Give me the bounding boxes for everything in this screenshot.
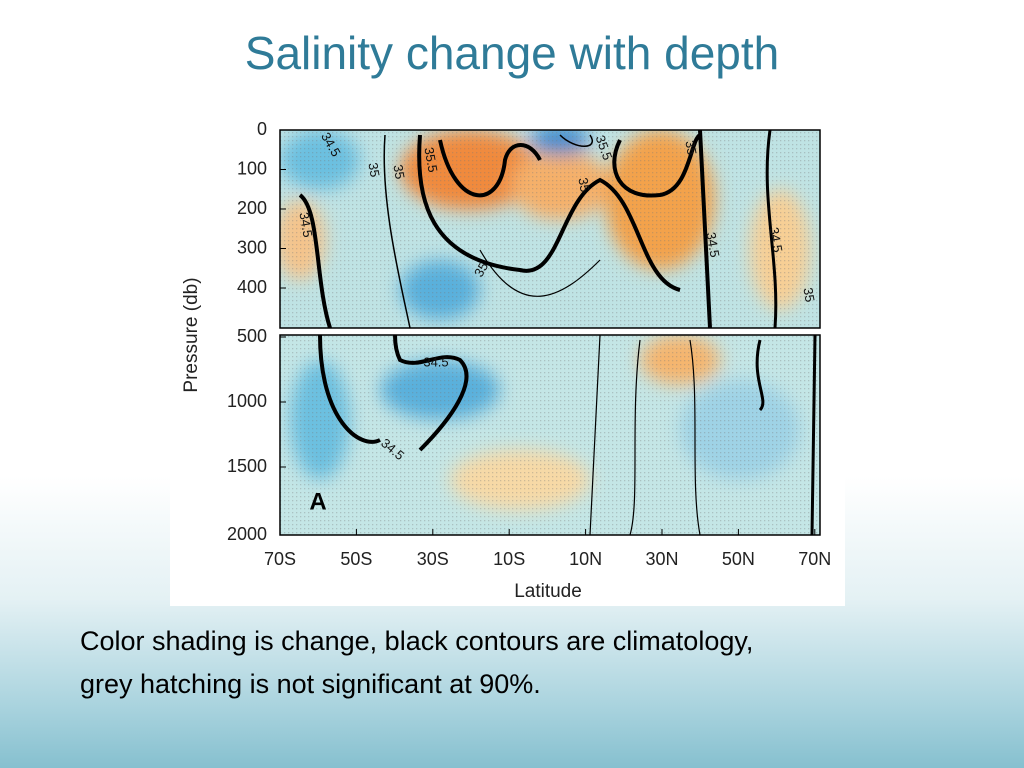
x-tick-label: 70S — [264, 549, 296, 569]
x-tick-label: 50S — [340, 549, 372, 569]
y-tick-label: 300 — [237, 237, 267, 257]
x-tick-label: 70N — [798, 549, 831, 569]
y-tick-label: 500 — [237, 326, 267, 346]
x-tick-label: 50N — [722, 549, 755, 569]
contour-label: 35 — [390, 163, 407, 180]
contour-label: 34.5 — [703, 231, 722, 259]
contour-label: 35 — [575, 176, 592, 193]
contour-label: 35 — [365, 161, 382, 178]
y-tick-label: 1500 — [227, 456, 267, 476]
x-tick-label: 10S — [493, 549, 525, 569]
lower-panel — [280, 335, 820, 535]
panel-letter: A — [309, 488, 326, 515]
contour-label: 34.5 — [296, 211, 315, 239]
y-tick-label: 100 — [237, 158, 267, 178]
caption: Color shading is change, black contours … — [80, 620, 753, 706]
x-tick-label: 30S — [417, 549, 449, 569]
contour-label: 35 — [800, 286, 817, 303]
contour-label: 35 — [471, 259, 491, 279]
x-tick-label: 10N — [569, 549, 602, 569]
contour-label: 34.5 — [423, 354, 448, 369]
x-axis-label: Latitude — [514, 581, 582, 602]
upper-panel — [280, 130, 820, 328]
contour-label: 35 — [682, 139, 699, 156]
caption-line: grey hatching is not significant at 90%. — [80, 669, 541, 699]
x-tick-label: 30N — [645, 549, 678, 569]
y-axis-label: Pressure (db) — [181, 277, 202, 392]
y-tick-label: 400 — [237, 277, 267, 297]
contour-label: 34.5 — [766, 226, 785, 254]
y-tick-label: 0 — [257, 119, 267, 139]
y-tick-label: 2000 — [227, 524, 267, 544]
y-tick-label: 200 — [237, 198, 267, 218]
y-tick-label: 1000 — [227, 391, 267, 411]
contour-label: 35.5 — [421, 146, 440, 174]
caption-line: Color shading is change, black contours … — [80, 626, 754, 656]
slide-title: Salinity change with depth — [244, 27, 780, 79]
